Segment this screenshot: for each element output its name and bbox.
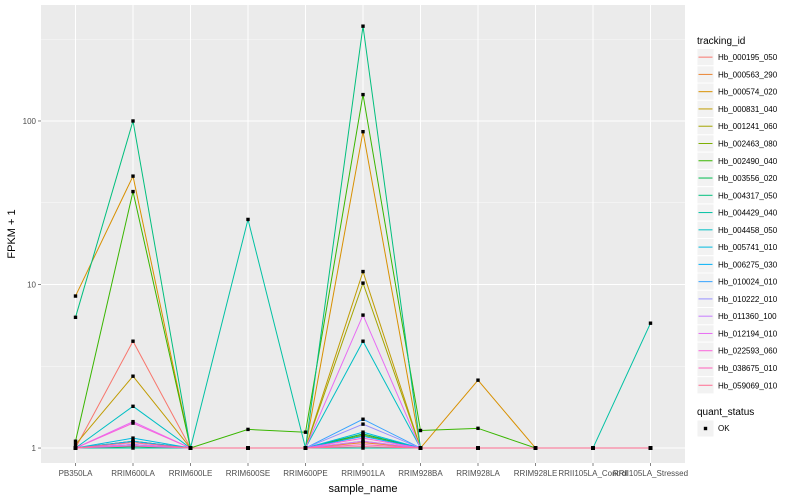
x-tick-label: RRIM928LE [514,469,558,478]
data-point-Hb_004458_050 [361,339,365,343]
data-point-Hb_002490_040 [361,92,365,97]
legend-label: Hb_006275_030 [718,260,778,269]
data-point-Hb_004317_050 [131,119,135,123]
data-point-Hb_001241_060 [361,281,365,285]
data-point-Hb_000195_050 [131,339,135,343]
data-point-Hb_003556_020 [361,432,365,436]
legend-label: Hb_001241_060 [718,122,778,131]
legend-label: Hb_000563_290 [718,70,778,79]
data-points [73,24,653,450]
legend-label: Hb_000195_050 [718,53,778,62]
legend-point-ok [703,426,708,431]
data-point-Hb_000574_020 [476,378,480,382]
legend-label: Hb_038675_010 [718,364,778,373]
legend-label: Hb_002463_080 [718,139,778,148]
data-point-Hb_022593_060 [361,436,365,440]
legend-label: Hb_010024_010 [718,278,778,287]
legend-label: Hb_000574_020 [718,88,778,97]
data-point-Hb_000574_020 [73,294,78,298]
data-point-Hb_004458_050 [131,404,135,408]
data-point-Hb_000831_040 [131,374,135,378]
x-tick-label: PB350LA [59,469,93,478]
legend-label: Hb_000831_040 [718,105,778,114]
data-point-Hb_038675_010 [131,444,135,448]
x-tick-label: RRIM600SE [226,469,270,478]
data-point-Hb_059069_010 [418,446,423,450]
legend-label-ok: OK [718,424,730,433]
legend-title-quant-status: quant_status [697,407,754,418]
x-tick-label: RRIM600LE [169,469,213,478]
y-axis: 1 10 100 [23,117,41,453]
x-tick-label: RRIM928BA [398,469,443,478]
x-tick-label: RRIM928LA [456,469,500,478]
data-point-Hb_002490_040 [303,430,308,434]
data-point-Hb_059069_010 [188,446,193,450]
x-axis-title: sample_name [328,483,397,495]
legend-label: Hb_004429_040 [718,209,778,218]
data-point-Hb_012194_010 [361,313,365,317]
gridlines [41,5,685,463]
data-point-Hb_010024_010 [361,417,365,421]
legend-label: Hb_002490_040 [718,157,778,166]
data-point-Hb_059069_010 [303,446,308,450]
data-point-Hb_005741_010 [131,436,135,440]
data-point-Hb_004429_040 [246,217,250,222]
data-point-Hb_000574_020 [361,129,365,134]
legend: tracking_id Hb_000195_050Hb_000563_290Hb… [696,36,778,438]
legend-label: Hb_003556_020 [718,174,778,183]
data-point-Hb_005741_010 [361,430,365,434]
legend-label: Hb_011360_100 [718,312,777,321]
legend-label: Hb_012194_010 [718,329,778,338]
legend-label: Hb_022593_060 [718,347,778,356]
data-point-Hb_002490_040 [131,189,135,194]
x-axis: PB350LA RRIM600LA RRIM600LE RRIM600SE RRIM60… [59,463,688,478]
data-point-Hb_059069_010 [361,444,365,449]
data-point-Hb_059069_010 [648,446,653,450]
data-point-Hb_006275_030 [361,434,365,438]
y-tick-label: 10 [27,281,36,290]
data-point-Hb_011360_100 [361,439,365,443]
legend-label: Hb_004317_050 [718,191,778,200]
data-point-Hb_022593_060 [131,421,135,425]
data-point-Hb_059069_010 [476,446,480,450]
data-point-Hb_000831_040 [73,442,78,447]
data-point-Hb_010222_010 [361,422,365,426]
x-tick-label: RRII105LA_Control [558,469,628,478]
data-point-Hb_004429_040 [648,321,653,325]
x-tick-label: RRIM901LA [341,469,385,478]
legend-label: Hb_010222_010 [718,295,778,304]
y-tick-label: 1 [32,444,37,453]
y-axis-title: FPKM + 1 [6,209,18,258]
data-point-Hb_002490_040 [476,426,480,431]
data-point-Hb_059069_010 [246,446,250,450]
x-tick-label: RRIM600PE [283,469,327,478]
data-point-Hb_002490_040 [73,439,78,443]
data-point-Hb_059069_010 [591,446,595,450]
data-point-Hb_000574_020 [131,174,135,178]
legend-label: Hb_005741_010 [718,243,778,252]
data-point-Hb_004429_040 [131,446,135,450]
data-point-Hb_038675_010 [361,442,365,447]
x-tick-label: RRII105LA_Stressed [613,469,688,478]
data-point-Hb_000831_040 [361,269,365,274]
legend-color-entries: Hb_000195_050 Hb_000563_290 Hb_000574_020 H… [696,48,778,395]
legend-label: Hb_059069_010 [718,381,778,390]
legend-title-tracking-id: tracking_id [697,36,745,47]
y-tick-label: 100 [23,117,37,126]
data-point-Hb_059069_010 [73,446,78,450]
data-point-Hb_002490_040 [246,427,250,432]
data-point-Hb_002490_040 [418,428,423,433]
data-point-Hb_004317_050 [73,315,78,320]
data-point-Hb_059069_010 [131,440,135,445]
x-tick-label: RRIM600LA [111,469,155,478]
data-point-Hb_004317_050 [361,24,365,28]
legend-label: Hb_004458_050 [718,226,778,235]
data-point-Hb_059069_010 [533,446,538,450]
